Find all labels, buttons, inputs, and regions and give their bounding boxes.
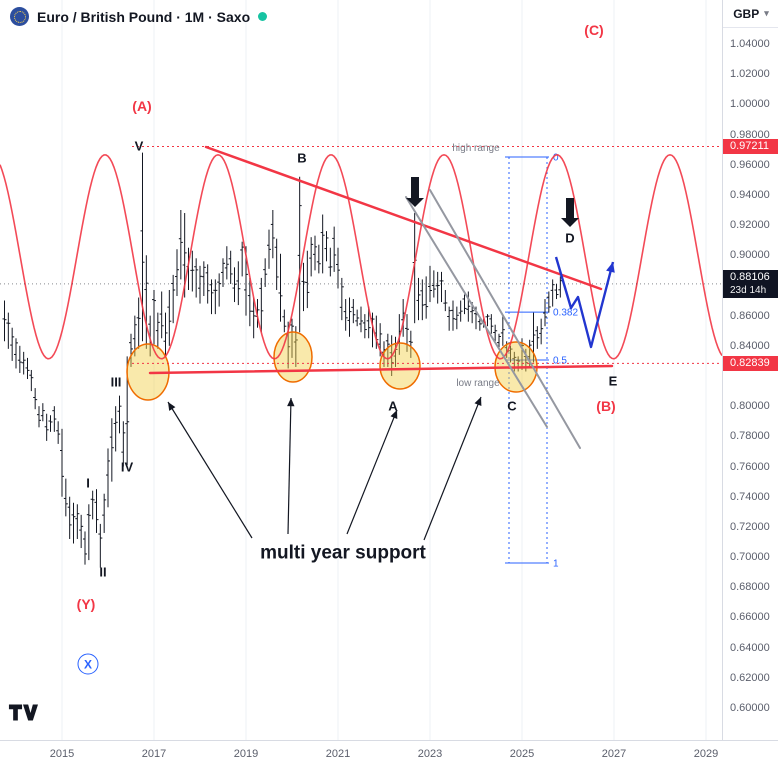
down-arrow-marker[interactable] <box>561 198 579 227</box>
label-wave-C[interactable]: C <box>507 398 517 414</box>
symbol-title[interactable]: Euro / British Pound · 1M · Saxo <box>37 8 251 25</box>
label-wave-circle-Y[interactable]: (Y) <box>76 596 96 612</box>
label-high-range[interactable]: high range <box>452 143 500 154</box>
price-tag: 0.88106 23d 14h <box>723 270 778 299</box>
price-axis-label: 0.76000 <box>730 460 770 473</box>
price-axis-label: 0.94000 <box>730 188 770 201</box>
price-axis-label: 0.84000 <box>730 339 770 352</box>
fib-level-label: 1 <box>553 558 559 569</box>
cycle-sine-wave[interactable] <box>0 153 722 360</box>
pointer-arrow[interactable] <box>167 401 253 539</box>
gray-channel-line-1[interactable] <box>405 196 548 428</box>
price-axis-label: 0.96000 <box>730 158 770 171</box>
symbol-header[interactable]: Euro / British Pound · 1M · Saxo <box>10 7 268 26</box>
label-wave-B[interactable]: B <box>297 150 307 166</box>
label-wave-I[interactable]: I <box>86 475 90 491</box>
price-axis-label: 0.66000 <box>730 611 770 624</box>
label-wave-circle-A[interactable]: (A) <box>132 98 152 114</box>
pointer-arrowhead <box>287 398 295 407</box>
price-axis-label: 0.68000 <box>730 581 770 594</box>
label-wave-V[interactable]: V <box>134 138 144 154</box>
eu-flag-stars-icon <box>13 10 26 23</box>
projection-arrowhead <box>606 262 615 273</box>
instrument-icon <box>10 7 29 26</box>
price-axis-label: 1.02000 <box>730 68 770 81</box>
projection-zigzag-arrow[interactable] <box>554 256 615 349</box>
price-axis-label: 0.70000 <box>730 551 770 564</box>
pointer-arrow[interactable] <box>287 397 292 535</box>
label-wave-II[interactable]: II <box>99 564 107 580</box>
time-axis-label: 2021 <box>325 748 351 760</box>
time-axis[interactable]: 2015 2017 2019 2021 2023 2025 2027 2029 <box>0 740 778 767</box>
price-axis-label: 0.62000 <box>730 671 770 684</box>
price-axis-label: 0.98000 <box>730 128 770 141</box>
label-wave-D[interactable]: D <box>565 230 575 246</box>
pointer-arrowhead <box>168 402 176 411</box>
price-axis-label: 1.00000 <box>730 98 770 111</box>
price-axis-label: 0.72000 <box>730 520 770 533</box>
pointer-arrow[interactable] <box>423 396 482 541</box>
bar-countdown: 23d 14h <box>730 285 767 297</box>
label-wave-circle-B[interactable]: (B) <box>596 398 616 414</box>
time-axis-label: 2019 <box>233 748 259 760</box>
chevron-down-icon: ▾ <box>764 8 769 18</box>
time-axis-label: 2027 <box>601 748 627 760</box>
price-axis-label: 0.60000 <box>730 702 770 714</box>
price-axis-label: 0.64000 <box>730 641 770 654</box>
resistance-trendline[interactable] <box>204 145 603 291</box>
pointer-arrowhead <box>474 397 482 406</box>
gray-channel-line-2[interactable] <box>429 189 581 449</box>
label-multi-year-support[interactable]: multi year support <box>260 542 426 564</box>
plot-svg[interactable]: 0 0.382 0.5 1 <box>0 0 722 740</box>
price-tag: 0.82839 <box>723 355 778 371</box>
price-axis-label: 0.80000 <box>730 400 770 413</box>
fib-level-label: 0 <box>553 153 559 164</box>
time-axis-label: 2023 <box>417 748 443 760</box>
label-wave-circle-C[interactable]: (C) <box>584 22 604 38</box>
price-axis-label: 0.92000 <box>730 219 770 232</box>
time-axis-label: 2015 <box>49 748 75 760</box>
price-axis-label: 0.78000 <box>730 430 770 443</box>
price-tag: 0.97211 <box>723 138 778 154</box>
pointer-arrowhead <box>390 410 398 419</box>
tradingview-logo[interactable] <box>8 701 38 723</box>
time-axis-label: 2025 <box>509 748 535 760</box>
support-ellipse[interactable] <box>379 342 421 390</box>
price-tag-value: 0.82839 <box>730 356 770 369</box>
label-wave-E[interactable]: E <box>608 373 618 389</box>
price-axis-label: 1.04000 <box>730 38 770 50</box>
label-low-range[interactable]: low range <box>456 378 500 389</box>
price-axis[interactable]: GBP ▾ 1.04000 1.02000 1.00000 0.98000 0.9600… <box>722 0 778 740</box>
label-wave-IV[interactable]: IV <box>120 459 134 475</box>
time-axis-label: 2017 <box>141 748 167 760</box>
price-axis-label: 0.86000 <box>730 309 770 322</box>
label-wave-III[interactable]: III <box>110 374 122 390</box>
support-trendline[interactable] <box>148 364 614 375</box>
time-axis-label: 2029 <box>693 748 719 760</box>
currency-selector[interactable]: GBP ▾ <box>723 0 778 28</box>
label-wave-X-circled[interactable]: X <box>77 653 99 675</box>
label-wave-A[interactable]: A <box>388 398 398 414</box>
currency-label: GBP <box>733 6 760 21</box>
price-tag-value: 0.97211 <box>730 139 769 152</box>
market-status-dot <box>258 12 268 21</box>
price-axis-label: 0.90000 <box>730 249 770 262</box>
down-arrow-marker[interactable] <box>406 177 424 207</box>
price-tag-value: 0.88106 <box>730 271 770 284</box>
fib-level-label: 0.5 <box>553 356 567 367</box>
pointer-arrow[interactable] <box>346 409 398 535</box>
fib-level-label: 0.382 <box>553 308 578 319</box>
price-axis-label: 0.74000 <box>730 490 770 503</box>
